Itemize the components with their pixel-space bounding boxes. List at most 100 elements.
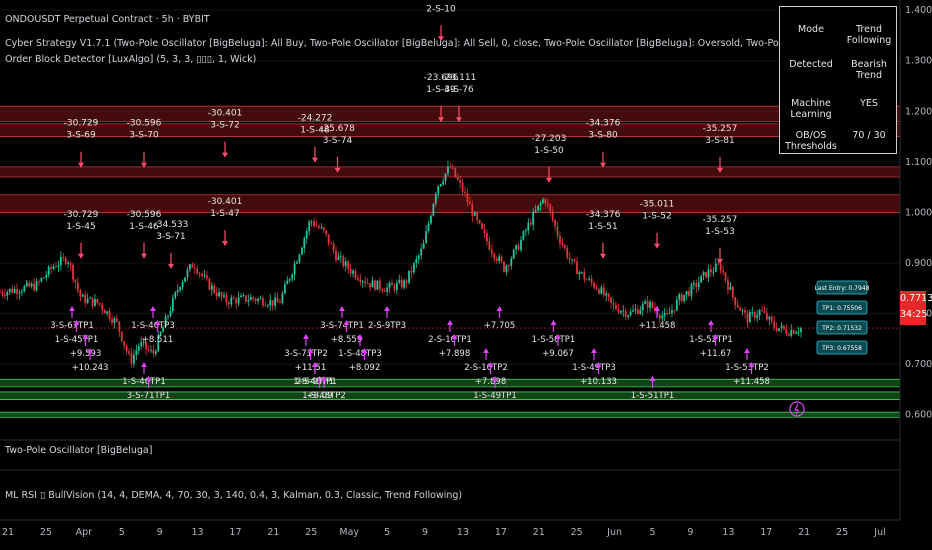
candle-body xyxy=(240,295,242,298)
candle-body xyxy=(378,280,381,290)
candle-body xyxy=(215,292,218,297)
candle-body xyxy=(773,321,776,328)
candle-body xyxy=(262,298,264,306)
sell-arrow-head-icon xyxy=(438,117,444,123)
candle-body xyxy=(727,280,729,290)
tp-arrow-head-icon xyxy=(492,376,498,381)
tp-label: +8.09 xyxy=(306,391,332,401)
tp-label: 3-S-74TP1 xyxy=(320,321,363,331)
oscillator-pane-label[interactable]: Two-Pole Oscillator [BigBeluga] xyxy=(5,445,153,456)
candle-body xyxy=(729,286,732,290)
candle-body xyxy=(537,205,539,211)
tp-label: 3-S-71TP1 xyxy=(127,391,170,401)
tp-arrow-head-icon xyxy=(339,306,345,311)
indicator-legend-line1[interactable]: Cyber Strategy V1.7.1 (Two-Pole Oscillat… xyxy=(5,38,898,49)
candle-body xyxy=(673,310,676,311)
x-tick-label: 9 xyxy=(687,527,693,538)
candle-body xyxy=(125,345,128,352)
candle-body xyxy=(408,270,410,283)
candle-body xyxy=(318,226,320,228)
sell-signal-id: 2-S-10 xyxy=(426,4,456,14)
sell-signal-id: 3-S-74 xyxy=(323,136,353,146)
x-tick-label: 17 xyxy=(229,527,241,538)
sell-signal-id: 1-S-47 xyxy=(210,209,239,219)
candle-body xyxy=(598,289,600,294)
candle-body xyxy=(483,228,486,234)
candle-body xyxy=(55,266,57,268)
sell-signal-value: -34.376 xyxy=(586,119,621,129)
trade-box-label: Last Entry: 0.7948 xyxy=(815,285,870,292)
candle-body xyxy=(181,281,184,288)
tp-arrow-head-icon xyxy=(321,376,327,381)
tp-label: +8.092 xyxy=(349,363,380,373)
tp-label: 1-S-53TP2 xyxy=(725,363,768,373)
candle-body xyxy=(366,283,369,284)
candle-body xyxy=(293,263,296,275)
candle-body xyxy=(697,282,700,288)
candle-body xyxy=(766,312,768,320)
candle-body xyxy=(658,314,661,319)
sell-signal-value: -25.678 xyxy=(320,124,355,134)
candle-body xyxy=(386,287,389,292)
candle-body xyxy=(724,272,727,281)
candle-body xyxy=(40,278,43,282)
tp-arrow-head-icon xyxy=(708,320,714,325)
x-tick-label: 5 xyxy=(119,527,125,538)
candle-body xyxy=(456,176,459,180)
candle-body xyxy=(247,300,250,302)
trade-box-label: TP1: 0.75506 xyxy=(821,305,862,312)
candle-body xyxy=(120,331,123,342)
candle-body xyxy=(325,230,328,235)
candle-body xyxy=(30,283,33,287)
candle-body xyxy=(780,325,783,329)
x-tick-label: 13 xyxy=(722,527,734,538)
sell-arrow-head-icon xyxy=(78,162,84,168)
sell-arrow-head-icon xyxy=(222,152,228,158)
x-tick-label: 25 xyxy=(836,527,848,538)
candle-body xyxy=(162,327,165,333)
candle-body xyxy=(505,265,508,272)
sell-arrow-head-icon xyxy=(546,177,552,183)
candle-body xyxy=(42,277,45,279)
candle-body xyxy=(770,316,773,322)
candle-body xyxy=(722,270,724,273)
sell-arrow-head-icon xyxy=(654,243,660,249)
candle-body xyxy=(442,181,445,185)
candle-body xyxy=(451,167,454,169)
tp-arrow-head-icon xyxy=(748,362,755,367)
candle-body xyxy=(225,295,228,303)
x-tick-label: May xyxy=(339,527,359,538)
tp-arrow-head-icon xyxy=(496,306,503,311)
x-tick-label: 5 xyxy=(649,527,655,538)
bearish-order-block xyxy=(0,194,900,213)
sell-signal-value: -27.203 xyxy=(532,134,567,144)
candle-body xyxy=(464,191,466,194)
candle-body xyxy=(264,305,267,307)
candle-body xyxy=(159,332,162,336)
candle-body xyxy=(641,304,644,311)
candle-body xyxy=(393,285,396,290)
candle-body xyxy=(797,331,800,333)
tp-arrow-head-icon xyxy=(145,376,152,381)
candle-body xyxy=(203,275,206,277)
candle-body xyxy=(59,256,62,266)
candle-body xyxy=(495,258,498,261)
sell-arrow-head-icon xyxy=(717,167,723,173)
sell-signal-value: -35.011 xyxy=(640,200,675,210)
y-tick-label: 1.2000 xyxy=(905,106,932,117)
candle-body xyxy=(52,266,55,269)
candle-body xyxy=(739,307,742,311)
ml-rsi-pane-label[interactable]: ML RSI ▯ BullVision (14, 4, DEMA, 4, 70,… xyxy=(5,490,463,501)
tp-label: 3-S-71TP2 xyxy=(284,349,327,359)
candle-body xyxy=(420,248,423,256)
candle-body xyxy=(622,310,625,312)
candle-body xyxy=(615,304,617,310)
candle-body xyxy=(130,353,133,364)
candle-body xyxy=(439,184,442,187)
indicator-legend-line2[interactable]: Order Block Detector [LuxAlgo] (5, 3, 3,… xyxy=(5,54,257,65)
candle-body xyxy=(600,287,603,294)
candle-body xyxy=(624,310,627,317)
tp-label: 1-S-52TP1 xyxy=(689,335,732,345)
